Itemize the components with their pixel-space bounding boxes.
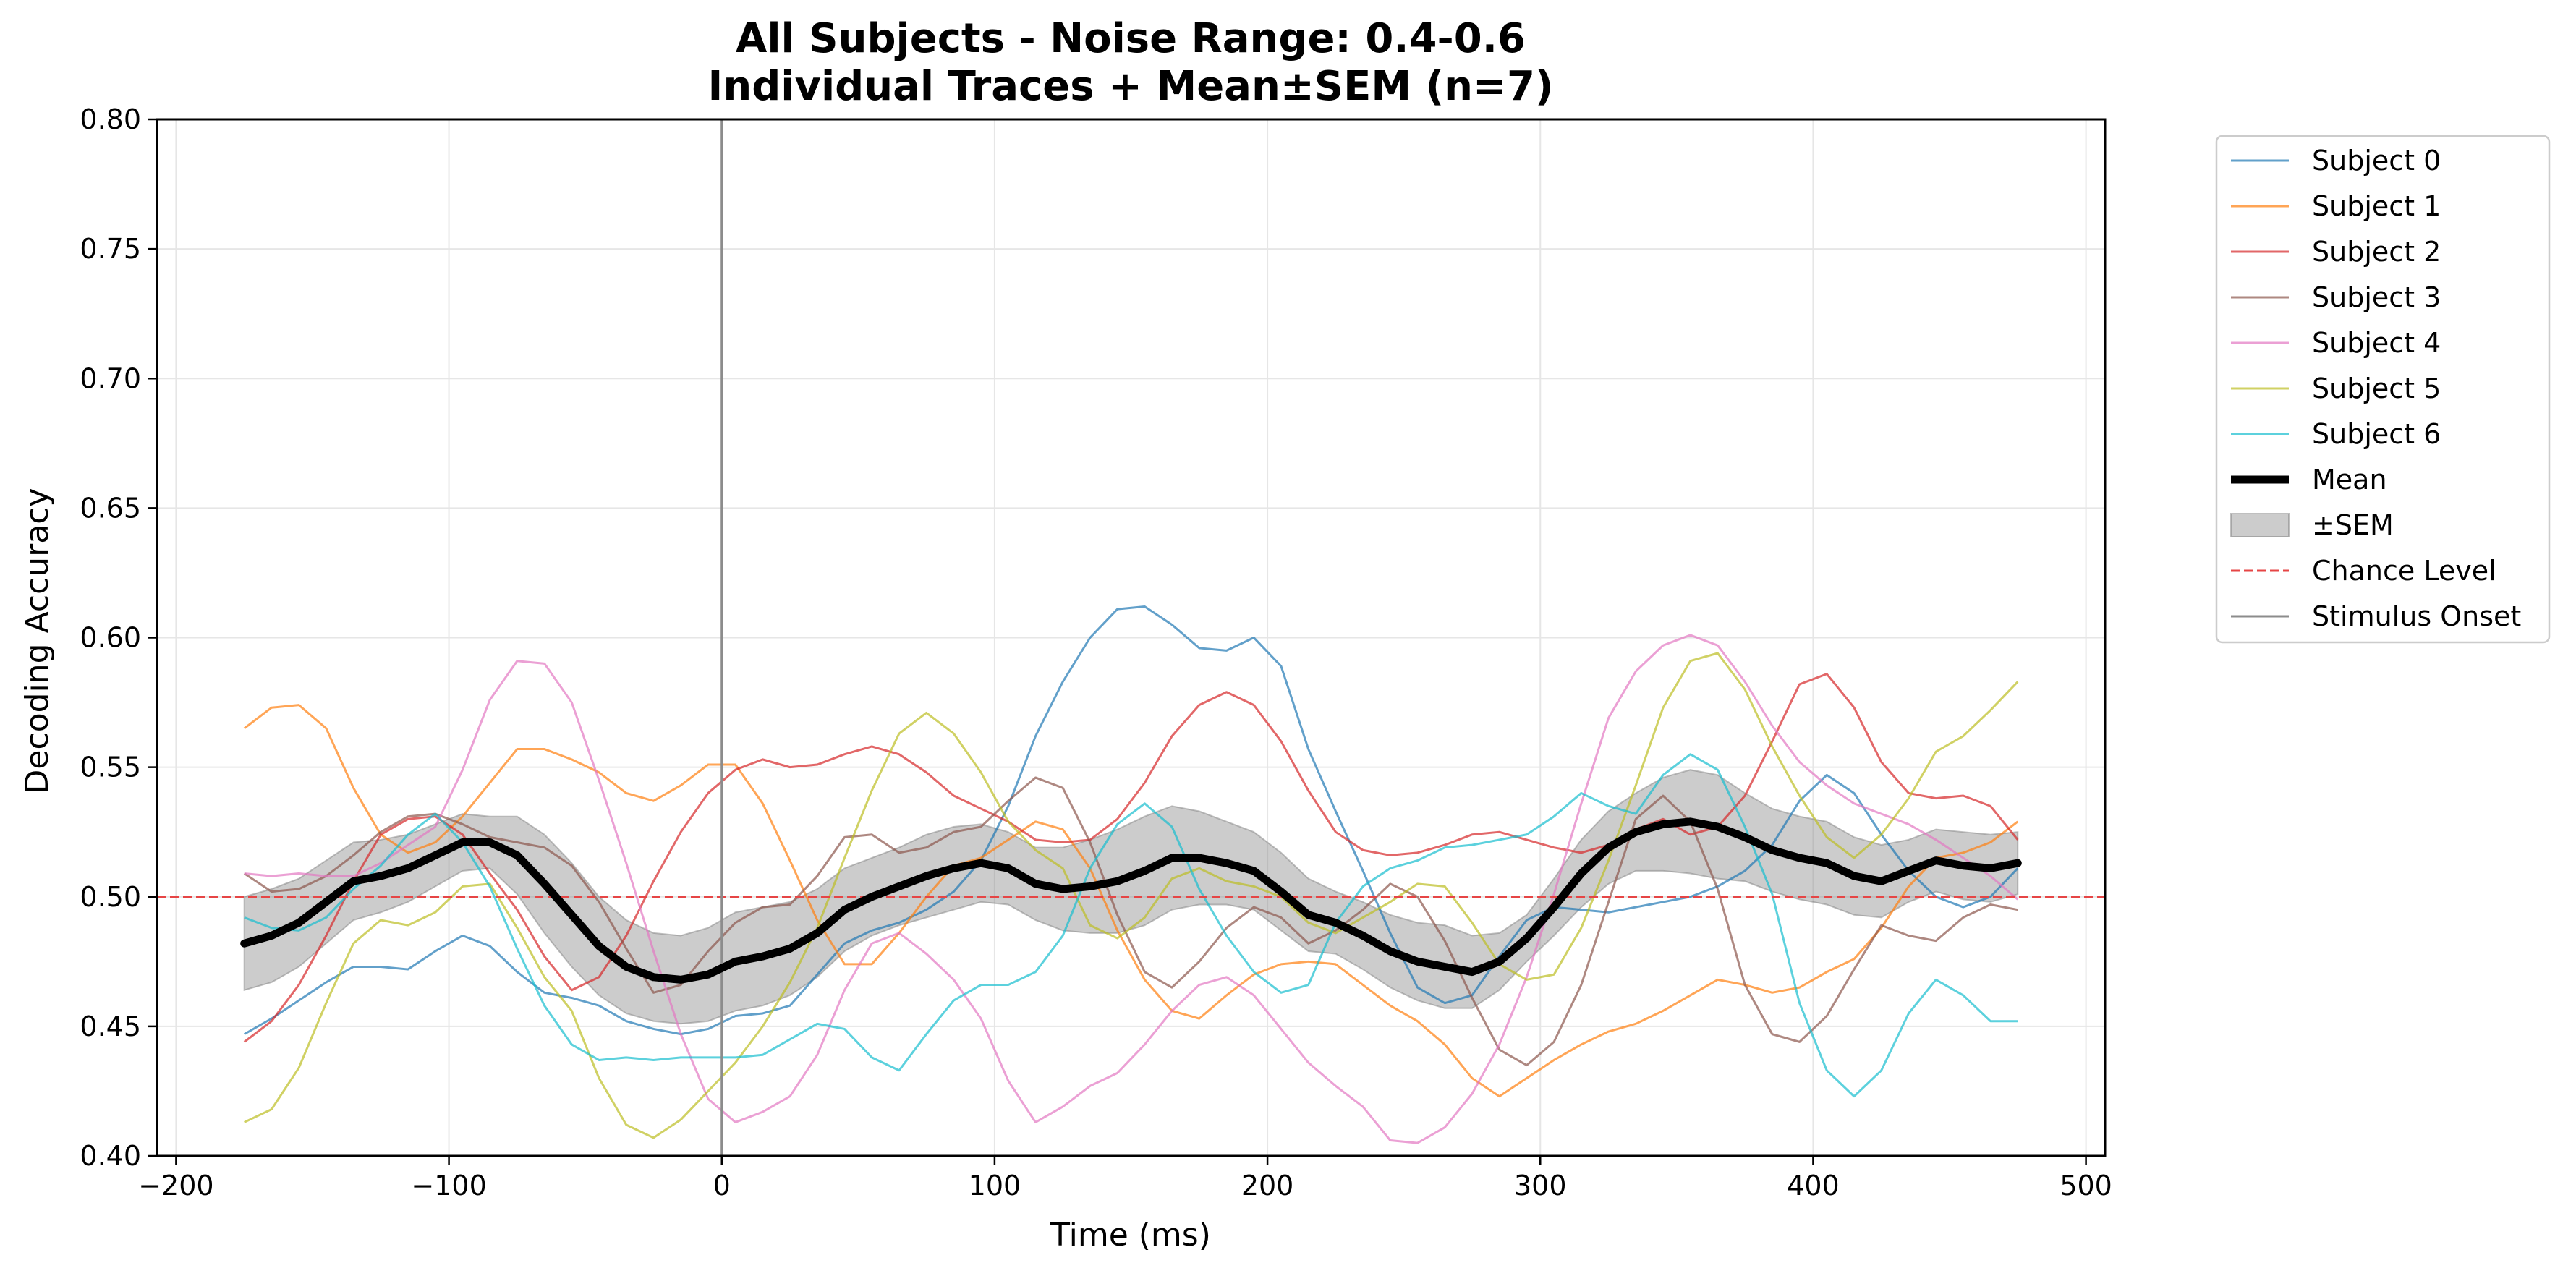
- x-tick-label: 300: [1514, 1170, 1567, 1201]
- y-tick-label: 0.80: [80, 103, 141, 135]
- mean-layer: [240, 817, 2022, 984]
- series-line-subject-2: [243, 673, 2019, 1043]
- legend-label-onset: Stimulus Onset: [2312, 600, 2521, 632]
- y-tick-label: 0.40: [80, 1140, 141, 1172]
- x-tick-label: 100: [969, 1170, 1021, 1201]
- legend-frame: [2215, 135, 2551, 644]
- x-axis-ticks: −200 −100 0 100 200 300 400 500: [138, 1156, 2112, 1201]
- x-tick-label: 200: [1241, 1170, 1294, 1201]
- sem-layer: [243, 769, 2019, 1025]
- legend-label-sem: ±SEM: [2312, 509, 2394, 541]
- series-line-subject-0: [243, 605, 2019, 1036]
- x-axis-label: Time (ms): [1050, 1217, 1211, 1254]
- legend-label-subject-6: Subject 6: [2312, 418, 2441, 450]
- series-layer: [243, 605, 2019, 1144]
- legend-items: Subject 0 Subject 1 Subject 2 Subject 3 Subj…: [2230, 145, 2521, 632]
- legend-label-subject-5: Subject 5: [2312, 373, 2441, 404]
- plot-area: −200 −100 0 100 200 300 400 500 0.40 0.45 0.50 0.5…: [80, 103, 2112, 1201]
- legend-swatch-sem: [2230, 513, 2290, 537]
- legend-label-subject-3: Subject 3: [2312, 281, 2441, 313]
- x-tick-label: 0: [713, 1170, 731, 1201]
- series-line-subject-1: [243, 704, 2019, 1098]
- legend: Subject 0 Subject 1 Subject 2 Subject 3 Subj…: [2215, 135, 2551, 644]
- y-tick-label: 0.70: [80, 362, 141, 394]
- chart-title-line1: All Subjects - Noise Range: 0.4-0.6: [736, 15, 1526, 62]
- x-tick-label: −100: [411, 1170, 486, 1201]
- y-tick-label: 0.65: [80, 492, 141, 524]
- series-line-subject-4: [244, 634, 2019, 1144]
- x-tick-label: −200: [138, 1170, 213, 1201]
- legend-label-subject-2: Subject 2: [2312, 236, 2441, 268]
- legend-label-subject-1: Subject 1: [2312, 190, 2441, 222]
- y-tick-label: 0.50: [80, 881, 141, 913]
- legend-label-subject-0: Subject 0: [2312, 145, 2441, 176]
- x-tick-label: 500: [2059, 1170, 2112, 1201]
- y-tick-label: 0.75: [80, 233, 141, 265]
- chart-title-line2: Individual Traces + Mean±SEM (n=7): [707, 63, 1553, 110]
- reference-lines: [157, 119, 2105, 1156]
- y-tick-label: 0.60: [80, 622, 141, 654]
- mean-line: [240, 817, 2022, 984]
- legend-label-chance: Chance Level: [2312, 555, 2496, 587]
- series-line-subject-6: [244, 753, 2018, 1098]
- y-tick-label: 0.55: [80, 752, 141, 783]
- y-tick-label: 0.45: [80, 1011, 141, 1042]
- x-tick-label: 400: [1787, 1170, 1840, 1201]
- y-axis-label: Decoding Accuracy: [19, 488, 56, 794]
- legend-label-subject-4: Subject 4: [2312, 327, 2441, 359]
- sem-band: [243, 769, 2019, 1025]
- series-line-subject-5: [244, 652, 2019, 1139]
- series-line-subject-3: [243, 776, 2018, 1067]
- y-axis-ticks: 0.40 0.45 0.50 0.55 0.60 0.65 0.70 0.75 0.80: [80, 103, 157, 1172]
- legend-label-mean: Mean: [2312, 464, 2387, 495]
